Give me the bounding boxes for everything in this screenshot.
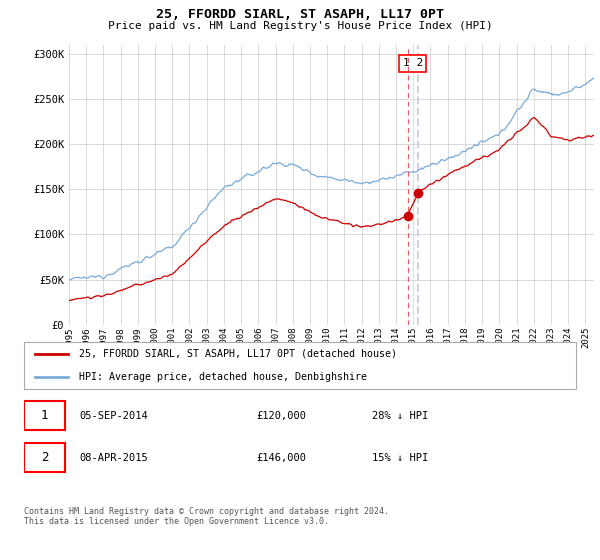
Text: 15% ↓ HPI: 15% ↓ HPI [372,453,428,463]
Text: 08-APR-2015: 08-APR-2015 [79,453,148,463]
Text: 25, FFORDD SIARL, ST ASAPH, LL17 0PT (detached house): 25, FFORDD SIARL, ST ASAPH, LL17 0PT (de… [79,348,397,358]
Text: 25, FFORDD SIARL, ST ASAPH, LL17 0PT: 25, FFORDD SIARL, ST ASAPH, LL17 0PT [156,8,444,21]
Text: Contains HM Land Registry data © Crown copyright and database right 2024.
This d: Contains HM Land Registry data © Crown c… [24,507,389,526]
Text: £146,000: £146,000 [256,453,306,463]
Text: 1: 1 [41,409,49,422]
Text: 1 2: 1 2 [403,58,423,68]
Text: Price paid vs. HM Land Registry's House Price Index (HPI): Price paid vs. HM Land Registry's House … [107,21,493,31]
Text: 28% ↓ HPI: 28% ↓ HPI [372,411,428,421]
FancyBboxPatch shape [24,342,576,389]
FancyBboxPatch shape [24,442,65,473]
Text: £120,000: £120,000 [256,411,306,421]
Text: 2: 2 [41,451,49,464]
Text: HPI: Average price, detached house, Denbighshire: HPI: Average price, detached house, Denb… [79,372,367,382]
FancyBboxPatch shape [24,400,65,430]
Text: 05-SEP-2014: 05-SEP-2014 [79,411,148,421]
